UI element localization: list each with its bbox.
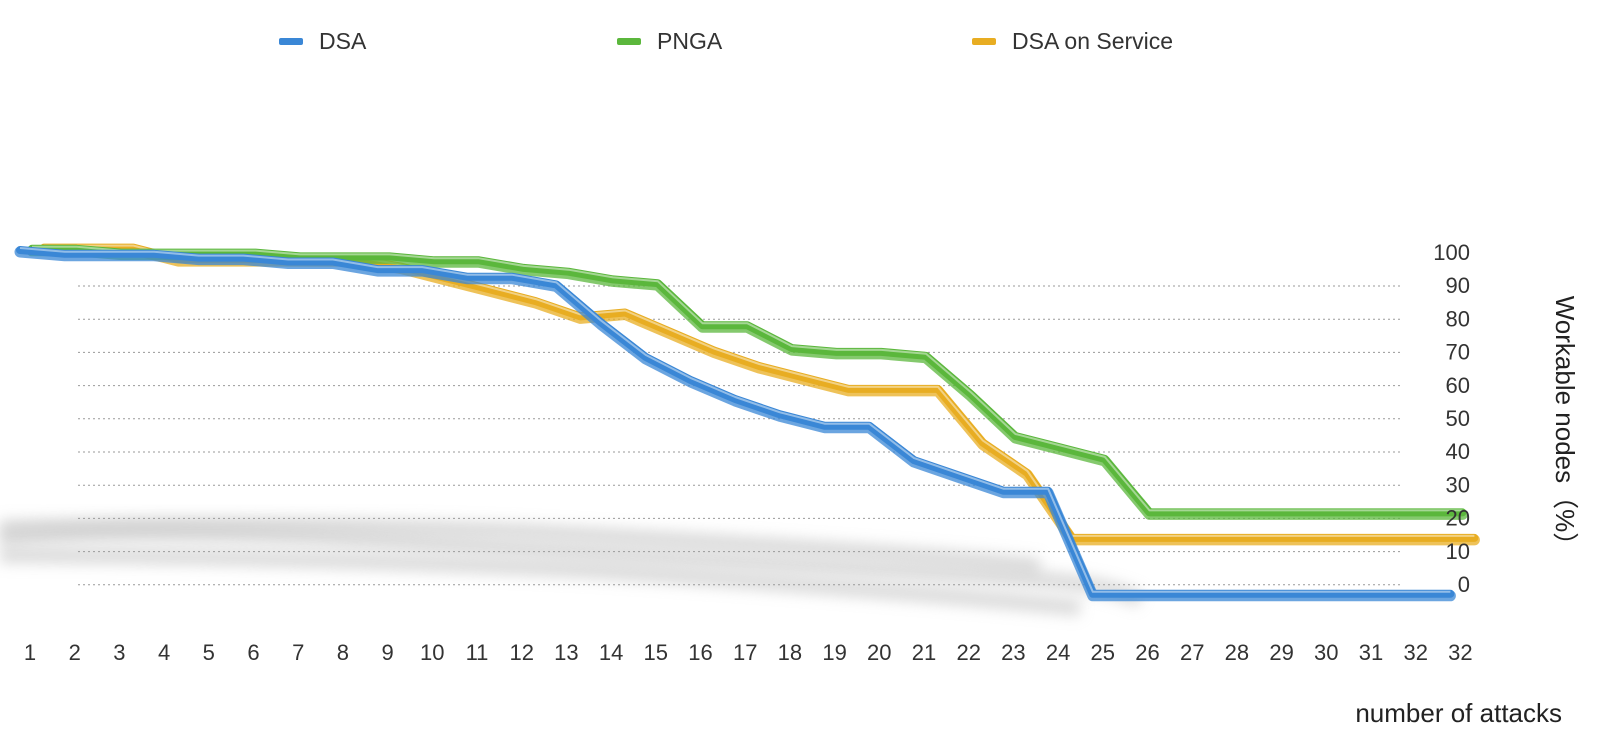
series-lines <box>14 243 1480 602</box>
x-tick-label: 4 <box>158 640 170 665</box>
x-axis-title: number of attacks <box>1355 698 1562 728</box>
legend-swatch-dsa-on-service <box>972 38 996 45</box>
series-line-dsa[interactable] <box>16 246 1455 598</box>
y-axis-title: Workable nodes（%） <box>1550 296 1580 559</box>
x-tick-label: 5 <box>203 640 215 665</box>
x-tick-label: 21 <box>912 640 936 665</box>
legend-swatch-dsa <box>279 38 303 45</box>
y-tick-label: 100 <box>1433 240 1470 265</box>
x-tick-label: 9 <box>381 640 393 665</box>
x-tick-label: 3 <box>113 640 125 665</box>
y-tick-label: 10 <box>1446 539 1470 564</box>
x-tick-label: 12 <box>509 640 533 665</box>
series-line-highlight <box>32 245 1463 512</box>
legend: DSA PNGA DSA on Service <box>0 28 1620 60</box>
series-line-dsa-on-service[interactable] <box>40 243 1479 542</box>
legend-label-dsa: DSA <box>319 28 367 54</box>
legend-label-dsa-on-service: DSA on Service <box>1012 28 1174 54</box>
y-tick-label: 20 <box>1446 506 1470 531</box>
x-axis-ticks: 1 2 3 4 5 6 7 8 9 10 11 12 13 14 15 16 17 18 19 20 21 22 23 24 2… <box>24 640 1473 665</box>
x-tick-label: 11 <box>466 640 489 665</box>
series-shadow <box>0 547 1081 616</box>
y-tick-label: 0 <box>1458 572 1470 597</box>
x-tick-label: 27 <box>1180 640 1204 665</box>
y-tick-label: 90 <box>1446 273 1470 298</box>
x-tick-label: 17 <box>733 640 757 665</box>
x-tick-label: 6 <box>247 640 259 665</box>
x-tick-label: 15 <box>644 640 668 665</box>
x-tick-label: 18 <box>778 640 802 665</box>
x-tick-label: 10 <box>420 640 444 665</box>
y-tick-label: 30 <box>1446 472 1470 497</box>
legend-swatch-pnga <box>617 38 641 45</box>
series-line-highlight <box>44 244 1475 537</box>
y-tick-label: 50 <box>1446 406 1470 431</box>
x-tick-label: 7 <box>292 640 304 665</box>
legend-item-dsa[interactable]: DSA <box>279 28 366 55</box>
y-tick-label: 40 <box>1446 439 1470 464</box>
series-line-depth <box>26 245 1468 520</box>
y-tick-label: 60 <box>1446 373 1470 398</box>
x-tick-label: 31 <box>1359 640 1383 665</box>
x-tick-label: 32 <box>1448 640 1472 665</box>
x-tick-label: 22 <box>956 640 980 665</box>
x-tick-label: 20 <box>867 640 891 665</box>
x-tick-label: 26 <box>1135 640 1159 665</box>
x-tick-label: 19 <box>822 640 846 665</box>
x-tick-label: 32 <box>1403 640 1427 665</box>
series-line-pnga[interactable] <box>28 244 1467 517</box>
x-tick-label: 1 <box>24 640 36 665</box>
x-tick-label: 25 <box>1091 640 1115 665</box>
series-shadow <box>0 516 1041 574</box>
y-tick-label: 70 <box>1446 340 1470 365</box>
x-tick-label: 30 <box>1314 640 1338 665</box>
x-tick-label: 16 <box>688 640 712 665</box>
x-tick-label: 29 <box>1269 640 1293 665</box>
legend-item-pnga[interactable]: PNGA <box>617 28 722 55</box>
legend-item-dsa-on-service[interactable]: DSA on Service <box>972 28 1173 55</box>
floor-shadow <box>0 516 1144 616</box>
y-tick-label: 80 <box>1446 306 1470 331</box>
x-tick-label: 14 <box>599 640 623 665</box>
series-line-depth <box>38 244 1480 546</box>
x-tick-label: 13 <box>554 640 578 665</box>
x-tick-label: 24 <box>1046 640 1070 665</box>
x-tick-label: 23 <box>1001 640 1025 665</box>
series-line-highlight <box>19 247 1451 593</box>
gridlines <box>78 285 1400 586</box>
legend-label-pnga: PNGA <box>657 28 723 54</box>
x-tick-label: 28 <box>1225 640 1249 665</box>
x-tick-label: 2 <box>69 640 81 665</box>
x-tick-label: 8 <box>337 640 349 665</box>
